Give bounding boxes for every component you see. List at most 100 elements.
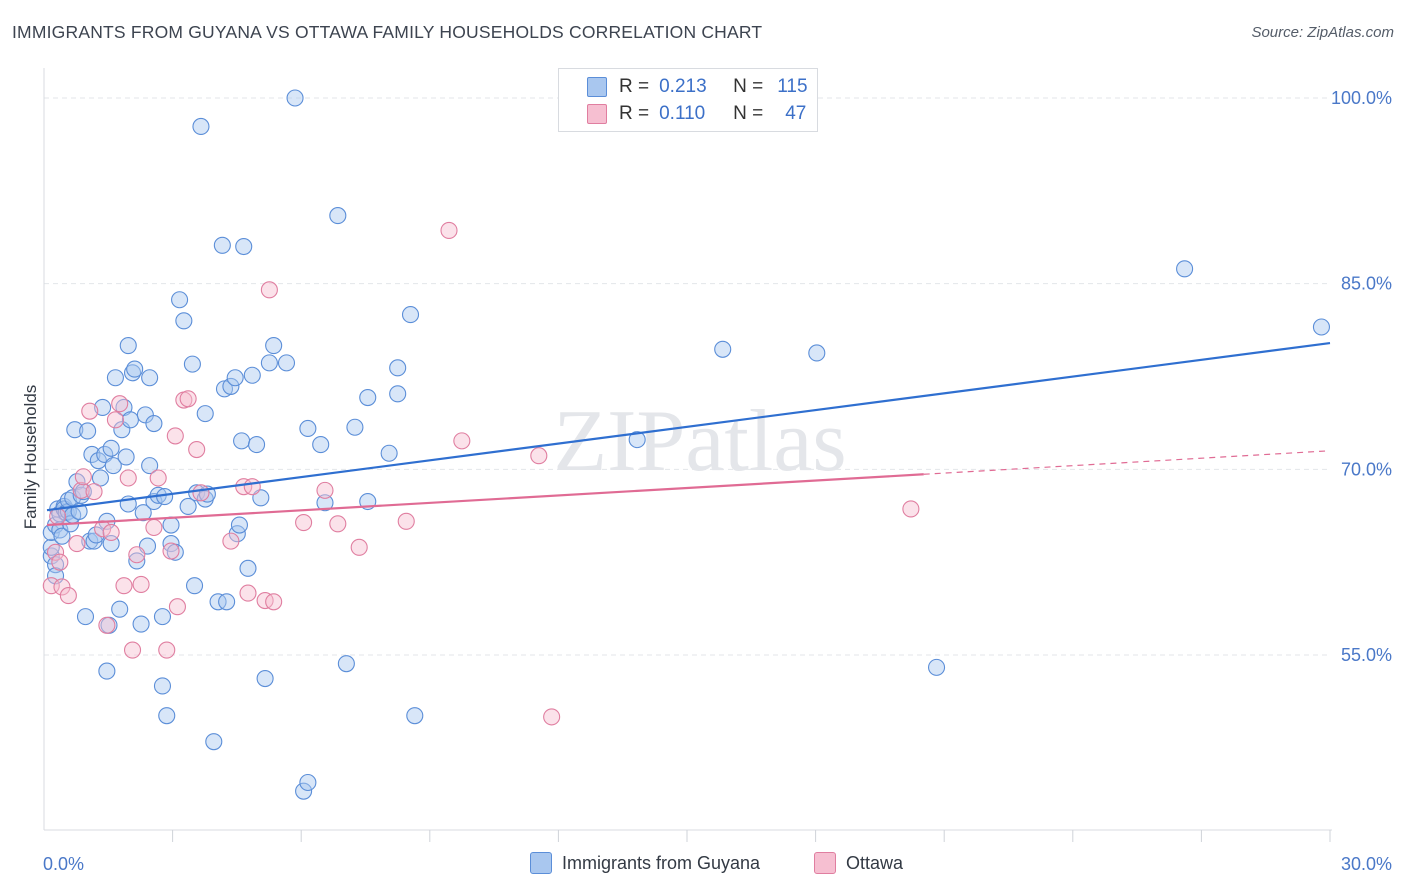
guyana-point bbox=[299, 773, 317, 792]
guyana-point bbox=[256, 669, 274, 688]
ottawa-point bbox=[145, 518, 163, 537]
guyana-point bbox=[235, 237, 253, 256]
guyana-point bbox=[380, 444, 398, 462]
guyana-point bbox=[359, 388, 377, 407]
guyana-point bbox=[145, 414, 163, 433]
ottawa-point bbox=[166, 427, 184, 445]
guyana-point bbox=[192, 117, 210, 136]
ottawa-point bbox=[397, 512, 415, 530]
guyana-point bbox=[1312, 318, 1330, 336]
ottawa-point bbox=[53, 578, 71, 596]
ottawa-point bbox=[440, 221, 458, 239]
ottawa-point bbox=[85, 483, 103, 501]
ottawa-point bbox=[68, 535, 86, 553]
ottawa-point bbox=[168, 598, 186, 616]
ottawa-point bbox=[81, 402, 99, 420]
ottawa-point bbox=[49, 507, 67, 525]
source-label: Source: ZipAtlas.com bbox=[1251, 24, 1394, 41]
legend-label-guyana: Immigrants from Guyana bbox=[562, 852, 761, 873]
ottawa-point bbox=[128, 546, 146, 564]
guyana-point bbox=[104, 457, 122, 475]
guyana-point bbox=[312, 436, 330, 454]
guyana-point bbox=[153, 677, 172, 695]
x-tick-label: 0.0% bbox=[43, 854, 84, 874]
r-value-guyana: 0.213 bbox=[659, 76, 707, 97]
chart-title: IMMIGRANTS FROM GUYANA VS OTTAWA FAMILY … bbox=[12, 22, 763, 42]
guyana-point bbox=[53, 527, 71, 545]
guyana-point bbox=[162, 535, 180, 553]
guyana-point bbox=[213, 236, 231, 254]
ottawa-point bbox=[188, 440, 206, 459]
ottawa-swatch bbox=[587, 104, 607, 124]
legend-item-guyana[interactable]: Immigrants from Guyana bbox=[530, 852, 760, 874]
ottawa-point bbox=[239, 584, 257, 602]
r-label: R = bbox=[619, 103, 650, 124]
guyana-point bbox=[1176, 260, 1194, 278]
trend-extension-ottawa bbox=[923, 450, 1331, 475]
guyana-point bbox=[808, 344, 826, 362]
ottawa-legend-swatch bbox=[814, 852, 836, 874]
guyana-swatch bbox=[587, 77, 607, 97]
ottawa-point bbox=[102, 523, 120, 542]
guyana-point bbox=[299, 419, 317, 438]
guyana-point bbox=[243, 366, 261, 384]
y-axis-label: Family Households bbox=[21, 385, 40, 530]
guyana-legend-swatch bbox=[530, 852, 552, 874]
guyana-point bbox=[153, 608, 172, 626]
r-label: R = bbox=[619, 76, 650, 97]
guyana-point bbox=[83, 445, 101, 464]
guyana-point bbox=[113, 421, 131, 439]
guyana-point bbox=[171, 291, 189, 309]
ottawa-point bbox=[59, 587, 77, 605]
guyana-point bbox=[134, 504, 152, 522]
guyana-point bbox=[66, 421, 84, 439]
guyana-point bbox=[121, 411, 139, 429]
series-legend: Immigrants from Guyana Ottawa bbox=[0, 852, 1406, 878]
ottawa-point bbox=[98, 616, 116, 634]
guyana-point bbox=[714, 340, 732, 358]
ottawa-point bbox=[72, 481, 90, 499]
guyana-point bbox=[401, 306, 420, 324]
y-tick-label: 100.0% bbox=[1331, 88, 1392, 108]
ottawa-point bbox=[132, 575, 150, 593]
guyana-point bbox=[927, 658, 946, 676]
stats-row-ottawa: R = 0.110 N = 47 bbox=[587, 102, 806, 126]
guyana-point bbox=[162, 516, 180, 534]
ottawa-point bbox=[316, 481, 334, 499]
guyana-point bbox=[175, 312, 193, 330]
guyana-point bbox=[346, 418, 364, 436]
ottawa-point bbox=[149, 469, 167, 487]
trend-line-guyana bbox=[46, 341, 1331, 512]
guyana-point bbox=[119, 337, 137, 355]
guyana-point bbox=[316, 494, 334, 512]
ottawa-point bbox=[74, 468, 92, 486]
ottawa-point bbox=[111, 395, 129, 413]
stats-legend: R = 0.213 N = 115 R = 0.110 N = 47 bbox=[558, 68, 818, 132]
legend-item-ottawa[interactable]: Ottawa bbox=[814, 852, 903, 874]
guyana-point bbox=[205, 733, 223, 751]
ottawa-point bbox=[260, 281, 278, 299]
ottawa-point bbox=[265, 593, 283, 611]
guyana-point bbox=[117, 448, 135, 466]
guyana-point bbox=[329, 207, 347, 225]
guyana-point bbox=[141, 369, 159, 387]
guyana-point bbox=[94, 398, 112, 416]
ottawa-point bbox=[243, 478, 261, 496]
ottawa-point bbox=[350, 538, 368, 556]
guyana-point bbox=[248, 436, 266, 454]
n-label: N = bbox=[733, 76, 764, 97]
guyana-point bbox=[233, 432, 251, 450]
ottawa-point bbox=[192, 484, 210, 502]
guyana-point bbox=[76, 608, 95, 626]
stats-row-guyana: R = 0.213 N = 115 bbox=[587, 75, 808, 99]
legend-label-ottawa: Ottawa bbox=[846, 852, 904, 873]
ottawa-point bbox=[543, 708, 561, 726]
guyana-point bbox=[628, 431, 646, 449]
ottawa-point bbox=[119, 469, 137, 487]
ottawa-point bbox=[51, 553, 69, 571]
guyana-point bbox=[183, 355, 201, 373]
ottawa-point bbox=[329, 515, 347, 533]
trend-lines bbox=[46, 341, 1331, 527]
y-tick-label: 55.0% bbox=[1341, 645, 1392, 665]
